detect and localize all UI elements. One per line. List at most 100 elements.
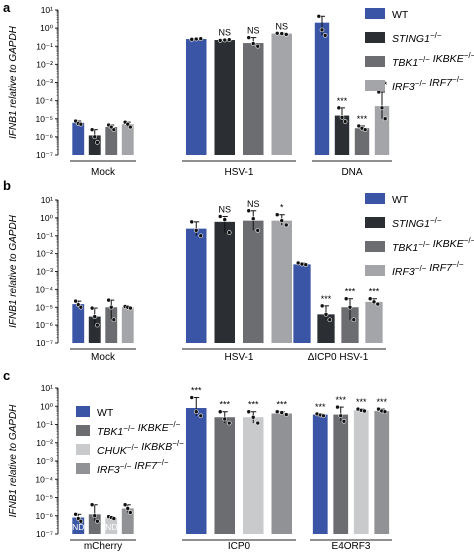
data-point — [303, 262, 309, 268]
legend-swatch — [365, 241, 385, 252]
data-point — [92, 134, 98, 140]
data-point — [217, 214, 223, 219]
nd-label: ND — [105, 522, 117, 532]
y-tick-label: 10⁻⁷ — [36, 529, 53, 539]
bar — [88, 135, 101, 155]
data-point — [342, 119, 348, 124]
data-point — [226, 37, 232, 42]
y-tick-label: 10⁻⁴ — [35, 96, 53, 106]
data-point — [198, 233, 204, 239]
significance-label: *** — [191, 386, 202, 396]
y-axis-label: IFNB1 relative to GAPDH — [8, 25, 19, 139]
y-tick-label: 10⁻⁴ — [35, 284, 53, 294]
data-point — [95, 518, 100, 524]
data-point — [362, 408, 367, 414]
data-point — [189, 395, 195, 400]
legend-label-1: TBK1−/− IKBKE−/− — [97, 420, 181, 438]
bar — [72, 517, 85, 534]
data-point — [321, 413, 326, 419]
data-point — [189, 219, 195, 225]
legend-swatch — [365, 80, 385, 91]
panel-letter-b: b — [3, 178, 11, 193]
data-point — [322, 33, 328, 38]
data-point — [75, 516, 81, 521]
bar — [271, 220, 293, 343]
y-tick-label: 10⁻² — [36, 249, 53, 259]
category-label: Mock — [91, 167, 116, 178]
bar — [214, 417, 236, 534]
legend-swatch — [76, 406, 90, 417]
data-point — [89, 502, 95, 508]
significance-label: NS — [218, 28, 231, 38]
data-point — [279, 410, 285, 415]
bar — [214, 221, 236, 343]
significance-label: *** — [321, 294, 332, 304]
data-point — [222, 416, 228, 422]
bar — [242, 417, 264, 534]
significance-label: NS — [247, 26, 260, 36]
data-point — [128, 124, 133, 130]
bar — [341, 307, 359, 343]
significance-label: *** — [356, 397, 367, 407]
data-point — [283, 32, 289, 37]
significance-label: *** — [219, 400, 230, 410]
y-tick-label: 10⁻⁵ — [36, 493, 53, 503]
data-point — [336, 105, 342, 111]
category-label: ΔICP0 HSV-1 — [308, 352, 369, 363]
bar — [121, 124, 134, 155]
significance-label: NS — [275, 21, 288, 31]
significance-label: *** — [337, 96, 348, 106]
significance-label: NS — [218, 204, 231, 214]
y-tick-label: 10⁻³ — [36, 456, 53, 466]
data-point — [343, 296, 349, 302]
bar — [185, 408, 207, 534]
data-point — [255, 420, 261, 426]
y-axis-label: IFNB1 relative to GAPDH — [8, 404, 19, 518]
bar — [121, 508, 134, 534]
data-point — [95, 140, 100, 145]
data-point — [95, 322, 100, 328]
data-point — [108, 304, 114, 310]
legend-label-0: WT — [392, 194, 409, 206]
bar — [353, 410, 369, 534]
data-point — [217, 38, 223, 43]
category-label: HSV-1 — [225, 352, 254, 363]
category-label: mCherry — [84, 541, 122, 552]
data-point — [128, 305, 133, 311]
legend-swatch — [365, 32, 385, 43]
bar — [72, 304, 85, 343]
legend-swatch — [76, 463, 90, 474]
bar — [314, 22, 330, 156]
y-tick-label: 10⁰ — [40, 401, 53, 411]
legend-label-1: STING1−/− — [392, 216, 442, 230]
bar — [121, 307, 134, 343]
category-label: HSV-1 — [225, 167, 254, 178]
data-point — [351, 317, 357, 323]
data-point — [226, 420, 232, 426]
significance-label: *** — [276, 400, 287, 410]
data-point — [217, 409, 223, 415]
data-point — [125, 506, 131, 511]
data-point — [274, 30, 280, 36]
bar — [334, 115, 350, 155]
data-point — [339, 115, 345, 120]
y-axis-label: IFNB1 relative to GAPDH — [8, 214, 19, 328]
legend-label-2: TBK1−/− IKBKE−/− — [392, 236, 474, 254]
data-point — [226, 230, 232, 235]
data-point — [319, 27, 325, 33]
y-tick-label: 10⁻⁴ — [35, 474, 53, 484]
data-point — [73, 298, 78, 304]
y-tick-label: 10⁻⁵ — [36, 114, 53, 124]
data-point — [108, 124, 114, 130]
significance-label: *** — [369, 287, 380, 297]
significance-label: *** — [315, 402, 326, 412]
data-point — [78, 518, 84, 524]
data-point — [250, 41, 256, 46]
legend-label-0: WT — [392, 9, 409, 21]
legend-swatch — [76, 444, 90, 455]
legend-swatch — [365, 217, 385, 228]
legend-label-3: IRF3−/− IRF7−/− — [392, 260, 464, 278]
data-point — [198, 36, 204, 42]
data-point — [128, 510, 133, 515]
